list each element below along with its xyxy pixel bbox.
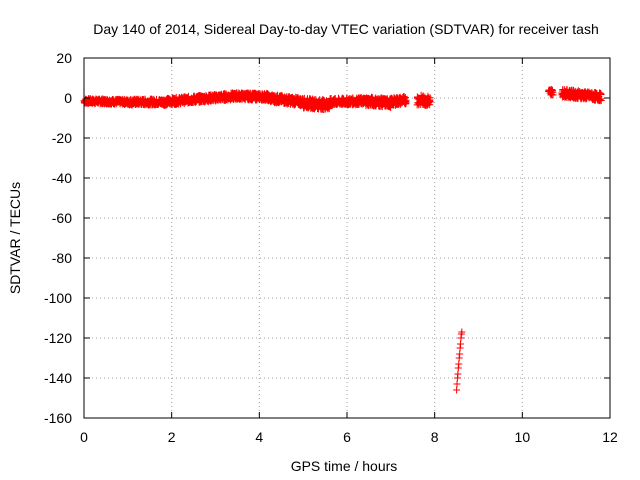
grid-lines	[84, 58, 610, 418]
x-tick-label: 0	[80, 429, 88, 445]
x-tick-label: 6	[343, 429, 351, 445]
x-tick-label: 4	[255, 429, 263, 445]
data-point-outlier	[455, 360, 463, 368]
x-tick-label: 8	[431, 429, 439, 445]
data-point	[597, 91, 605, 99]
axis-ticks: 0 2 4 6 8 10 12 20 0 -20 -40 -60 -80 -100 -120 -140 -160	[44, 50, 618, 445]
y-tick-label: -20	[52, 130, 72, 146]
data-point	[597, 97, 605, 105]
data-point-outlier	[456, 350, 464, 358]
data-point	[426, 98, 434, 106]
y-tick-label: -120	[44, 330, 72, 346]
data-point-outlier	[458, 328, 466, 336]
data-point	[402, 99, 410, 107]
y-tick-label: -40	[52, 170, 72, 186]
x-tick-label: 10	[515, 429, 531, 445]
data-point-outlier	[457, 340, 465, 348]
y-tick-label: -140	[44, 370, 72, 386]
y-tick-label: -100	[44, 290, 72, 306]
y-tick-label: -60	[52, 210, 72, 226]
data-points	[80, 85, 605, 394]
x-axis-label: GPS time / hours	[291, 458, 398, 474]
y-axis-label: SDTVAR / TECUs	[7, 182, 23, 294]
y-tick-label: 20	[56, 50, 72, 66]
x-tick-label: 2	[168, 429, 176, 445]
data-point	[549, 91, 557, 99]
x-tick-label: 12	[602, 429, 618, 445]
y-tick-label: 0	[64, 90, 72, 106]
data-point-outlier	[453, 386, 461, 394]
data-point-outlier	[453, 380, 461, 388]
chart-title: Day 140 of 2014, Sidereal Day-to-day VTE…	[93, 21, 599, 37]
y-tick-label: -160	[44, 410, 72, 426]
data-point-outlier	[454, 370, 462, 378]
y-tick-label: -80	[52, 250, 72, 266]
